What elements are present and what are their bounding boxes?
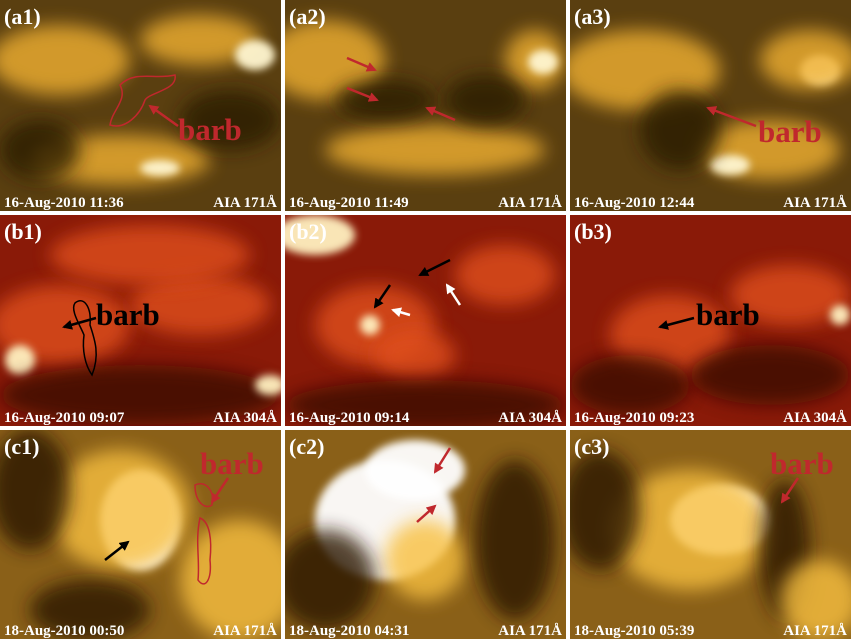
- barb-label: barb: [200, 446, 264, 481]
- intensity-region: [0, 120, 80, 180]
- solar-image: [275, 430, 566, 639]
- panel-label: (c1): [4, 434, 39, 459]
- timestamp: 16-Aug-2010 11:36: [4, 195, 124, 211]
- channel: AIA 171Å: [213, 195, 277, 211]
- intensity-region: [570, 355, 690, 415]
- panel-label: (c2): [289, 434, 324, 459]
- barb-label: barb: [770, 446, 834, 481]
- panel-label: (a3): [574, 4, 611, 29]
- channel: AIA 304Å: [783, 410, 847, 426]
- barb-label: barb: [178, 112, 242, 147]
- channel: AIA 304Å: [498, 410, 562, 426]
- panel: (c1) 18-Aug-2010 00:50 AIA 171Å barb: [0, 430, 300, 639]
- panel-label: (b2): [289, 219, 327, 244]
- barb-label: barb: [96, 297, 160, 332]
- intensity-region: [50, 225, 250, 285]
- intensity-region: [325, 125, 545, 175]
- intensity-region: [830, 305, 850, 325]
- solar-image: [265, 0, 566, 211]
- intensity-region: [445, 75, 525, 125]
- figure: (a1) 16-Aug-2010 11:36 AIA 171Å barb (a2) 16-…: [0, 0, 851, 639]
- intensity-region: [50, 450, 190, 570]
- channel: AIA 171Å: [213, 623, 277, 639]
- panel: (a3) 16-Aug-2010 12:44 AIA 171Å barb: [560, 0, 851, 211]
- timestamp: 18-Aug-2010 05:39: [574, 623, 694, 639]
- intensity-region: [690, 345, 850, 405]
- timestamp: 16-Aug-2010 11:49: [289, 195, 409, 211]
- panel-label: (c3): [574, 434, 609, 459]
- channel: AIA 171Å: [498, 195, 562, 211]
- intensity-region: [710, 155, 750, 175]
- solar-image: [560, 0, 851, 211]
- intensity-region: [255, 375, 285, 395]
- panel: (a2) 16-Aug-2010 11:49 AIA 171Å: [265, 0, 566, 211]
- intensity-region: [360, 315, 380, 335]
- solar-image: [275, 215, 566, 430]
- intensity-region: [140, 160, 180, 176]
- timestamp: 18-Aug-2010 00:50: [4, 623, 124, 639]
- timestamp: 16-Aug-2010 09:07: [4, 410, 125, 426]
- intensity-region: [640, 90, 720, 170]
- intensity-region: [455, 245, 555, 305]
- intensity-region: [235, 40, 275, 70]
- channel: AIA 304Å: [213, 410, 277, 426]
- intensity-region: [560, 450, 640, 570]
- panel: (c3) 18-Aug-2010 05:39 AIA 171Å barb: [560, 430, 851, 639]
- panel-label: (b3): [574, 219, 612, 244]
- panel-label: (a1): [4, 4, 41, 29]
- panel: (b3) 16-Aug-2010 09:23 AIA 304Å barb: [570, 215, 851, 426]
- channel: AIA 171Å: [498, 623, 562, 639]
- intensity-region: [275, 530, 375, 630]
- intensity-region: [5, 345, 35, 375]
- barb-label: barb: [696, 297, 760, 332]
- barb-label: barb: [758, 114, 822, 149]
- intensity-region: [528, 50, 558, 74]
- timestamp: 16-Aug-2010 12:44: [574, 195, 695, 211]
- intensity-region: [475, 460, 555, 620]
- intensity-region: [385, 520, 465, 600]
- panel: (a1) 16-Aug-2010 11:36 AIA 171Å barb: [0, 0, 281, 211]
- intensity-region: [335, 80, 435, 120]
- timestamp: 18-Aug-2010 04:31: [289, 623, 409, 639]
- panel-label: (b1): [4, 219, 42, 244]
- panel: (c2) 18-Aug-2010 04:31 AIA 171Å: [275, 430, 566, 639]
- channel: AIA 171Å: [783, 195, 847, 211]
- intensity-region: [375, 330, 455, 380]
- solar-image: [0, 0, 281, 211]
- channel: AIA 171Å: [783, 623, 847, 639]
- timestamp: 16-Aug-2010 09:23: [574, 410, 694, 426]
- timestamp: 16-Aug-2010 09:14: [289, 410, 410, 426]
- panel-label: (a2): [289, 4, 326, 29]
- panel: (b1) 16-Aug-2010 09:07 AIA 304Å barb: [0, 215, 285, 426]
- panel: (b2) 16-Aug-2010 09:14 AIA 304Å: [275, 215, 566, 430]
